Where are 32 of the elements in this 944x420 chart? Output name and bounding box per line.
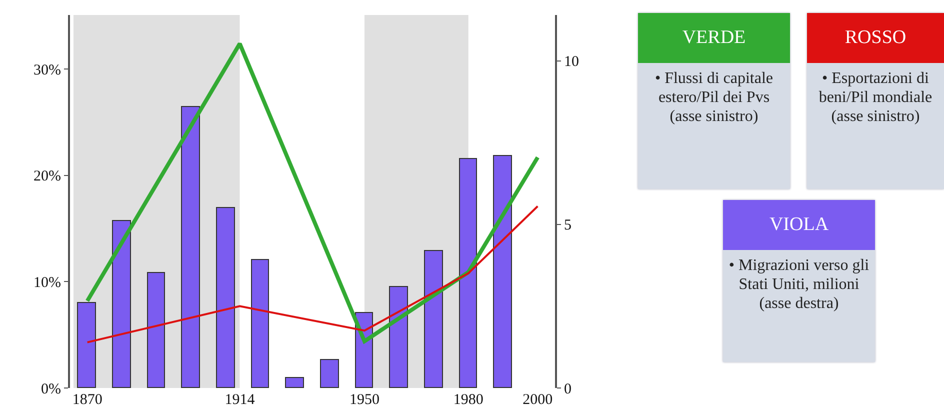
bar bbox=[216, 207, 235, 388]
y2-tick-label: 10 bbox=[564, 54, 579, 70]
bar bbox=[389, 286, 408, 388]
bar bbox=[424, 250, 443, 388]
text: • Esportazioni di beni/Pil mondiale (asse sinistro) bbox=[818, 69, 934, 126]
text: ROSSO bbox=[807, 13, 944, 63]
x-tick-label: 1870 bbox=[72, 392, 102, 408]
bar bbox=[147, 272, 165, 388]
bar bbox=[459, 158, 477, 388]
bar bbox=[251, 259, 269, 388]
line-series bbox=[86, 205, 539, 344]
bar bbox=[181, 106, 200, 388]
x-tick-label: 1980 bbox=[453, 392, 484, 408]
y-tick-label: 20% bbox=[34, 168, 61, 185]
y2-tick-label: 0 bbox=[564, 381, 572, 398]
x-tick-label: 1950 bbox=[349, 392, 380, 408]
x-tick-label: 1914 bbox=[224, 392, 256, 408]
y-tick-label: 0% bbox=[41, 381, 61, 398]
y-tick-label: 30% bbox=[34, 62, 61, 78]
x-tick-label: 2000 bbox=[522, 392, 553, 408]
y-tick-label: 10% bbox=[34, 274, 61, 291]
line-series bbox=[85, 42, 540, 344]
text: VERDE bbox=[638, 13, 790, 63]
y2-tick-label: 5 bbox=[564, 218, 572, 234]
bar bbox=[285, 377, 304, 388]
bar bbox=[493, 155, 512, 388]
text: • Flussi di capitale estero/Pil dei Pvs (asse sinistro) bbox=[654, 69, 774, 126]
bar bbox=[112, 220, 131, 388]
text: VIOLA bbox=[723, 200, 875, 250]
bar bbox=[320, 359, 339, 388]
text: • Migrazioni verso gli Stati Uniti, milioni (asse destra) bbox=[728, 256, 870, 313]
bar bbox=[77, 302, 96, 388]
